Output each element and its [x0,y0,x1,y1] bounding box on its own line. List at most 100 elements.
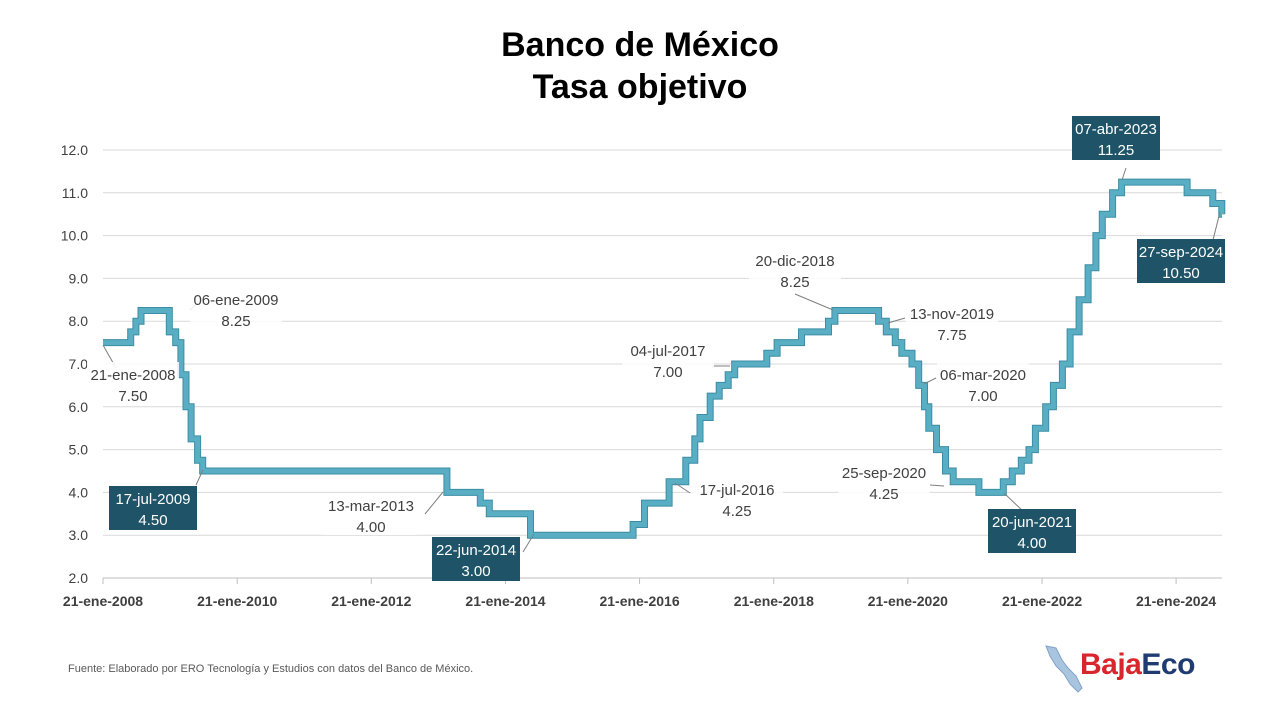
annotation-bg [87,362,179,404]
annotation-box [1137,239,1225,283]
x-tick-label: 21-ene-2018 [734,593,814,609]
x-tick-label: 21-ene-2020 [868,593,948,609]
annotation-leader [887,317,906,324]
annotation-value: 4.50 [138,512,167,529]
annotation: 13-nov-2019 7.75 [887,301,998,344]
x-tick-label: 21-ene-2012 [331,593,411,609]
annotation-date: 22-jun-2014 [436,542,516,559]
annotation-leader [1121,167,1127,181]
annotation-date: 20-jun-2021 [992,514,1072,531]
annotation: 17-jul-2009 4.50 [109,469,204,530]
annotation-date: 06-ene-2009 [193,292,278,309]
annotation-leader [923,377,937,385]
x-tick-label: 21-ene-2016 [599,593,679,609]
annotation-date: 13-nov-2019 [910,306,994,323]
y-tick-label: 12.0 [61,142,88,158]
x-tick-label: 21-ene-2024 [1136,593,1216,609]
x-tick-label: 21-ene-2022 [1002,593,1082,609]
annotation-date: 25-sep-2020 [842,465,926,482]
annotation-bg [749,248,841,290]
annotation-value: 7.00 [653,364,682,381]
y-tick-label: 11.0 [62,185,88,201]
annotation: 27-sep-2024 10.50 [1137,211,1225,283]
y-tick-label: 9.0 [69,270,89,286]
logo-text-part1: Baja [1080,648,1142,681]
logo-text-part2: Eco [1141,648,1195,681]
y-tick-label: 7.0 [69,356,89,372]
baja-california-map-icon [1045,645,1083,693]
annotation-bg [190,287,282,329]
x-tick-label: 21-ene-2010 [197,593,277,609]
annotation: 07-abr-2023 11.25 [1072,116,1160,181]
annotation-leader [794,293,834,311]
annotation-date: 21-ene-2008 [90,367,175,384]
annotation-bg [838,460,930,502]
annotation-box [109,486,197,530]
annotation-value: 7.00 [968,388,997,405]
rate-series-line [103,179,1225,538]
annotation-value: 3.00 [461,563,490,580]
annotation-date: 07-abr-2023 [1075,121,1157,138]
y-tick-label: 3.0 [69,527,89,543]
line-layer [103,178,1226,539]
logo-text: BajaEco [1080,648,1195,682]
annotation-date: 13-mar-2013 [328,498,414,515]
annotation-leader [1212,211,1221,241]
annotation-bg [622,338,714,380]
annotation-value: 8.25 [780,274,809,291]
annotation-value: 4.00 [1017,535,1046,552]
annotation: 04-jul-2017 7.00 [622,338,730,381]
annotation-value: 10.50 [1162,265,1200,282]
annotation: 25-sep-2020 4.25 [838,460,945,503]
x-tick-label: 21-ene-2008 [63,593,143,609]
annotation-date: 17-jul-2009 [115,491,190,508]
annotation-layer: 21-ene-2008 7.50 06-ene-2009 8.25 17-jul-200… [87,116,1225,581]
annotation-date: 17-jul-2016 [699,482,774,499]
annotation-bg [906,301,998,343]
annotation: 06-ene-2009 8.25 [189,287,282,330]
annotation-value: 8.25 [221,313,250,330]
annotation-box [1072,116,1160,160]
annotation-leader [674,482,691,494]
y-tick-label: 6.0 [69,399,89,415]
annotation-value: 4.25 [869,486,898,503]
annotation-date: 04-jul-2017 [630,343,705,360]
annotation-date: 06-mar-2020 [940,367,1026,384]
annotation-value: 7.75 [937,327,966,344]
y-tick-label: 10.0 [61,228,88,244]
annotation-leader [929,484,945,487]
annotation-leader [522,533,535,553]
annotation-leader [195,469,204,486]
annotation-bg [325,493,417,535]
annotation: 22-jun-2014 3.00 [432,533,535,581]
x-tick-label: 21-ene-2014 [465,593,545,609]
annotation-value: 7.50 [118,388,147,405]
annotation: 21-ene-2008 7.50 [87,344,179,405]
annotation-date: 20-dic-2018 [755,253,834,270]
bajaeco-logo [1045,645,1083,693]
chart-title-line1: Banco de México [501,26,779,64]
y-tick-label: 2.0 [69,570,89,586]
annotation: 20-dic-2018 8.25 [749,248,841,311]
annotation-bg [937,362,1029,404]
annotation: 13-mar-2013 4.00 [325,491,444,536]
y-tick-label: 8.0 [69,313,89,329]
annotation-value: 4.00 [356,519,385,536]
annotation-leader [424,491,444,515]
annotation-value: 4.25 [722,503,751,520]
chart-title: Banco de México Tasa objetivo [0,24,1280,108]
y-tick-label: 4.0 [69,484,89,500]
y-tick-label: 5.0 [69,442,89,458]
annotation: 20-jun-2021 4.00 [988,492,1076,553]
axis-layer: 12.0 11.0 10.0 9.0 8.0 7.0 6.0 5.0 4.0 3.0 2.0 21-e… [61,142,1222,609]
chart-title-line2: Tasa objetivo [532,68,748,106]
annotation-value: 11.25 [1098,142,1134,159]
annotation: 17-jul-2016 4.25 [674,477,783,520]
source-note: Fuente: Elaborado por ERO Tecnología y E… [68,663,474,675]
annotation-box [432,537,520,581]
annotation-date: 27-sep-2024 [1139,244,1223,261]
annotation-box [988,509,1076,553]
annotation-bg [691,477,783,519]
annotation: 06-mar-2020 7.00 [923,362,1029,405]
